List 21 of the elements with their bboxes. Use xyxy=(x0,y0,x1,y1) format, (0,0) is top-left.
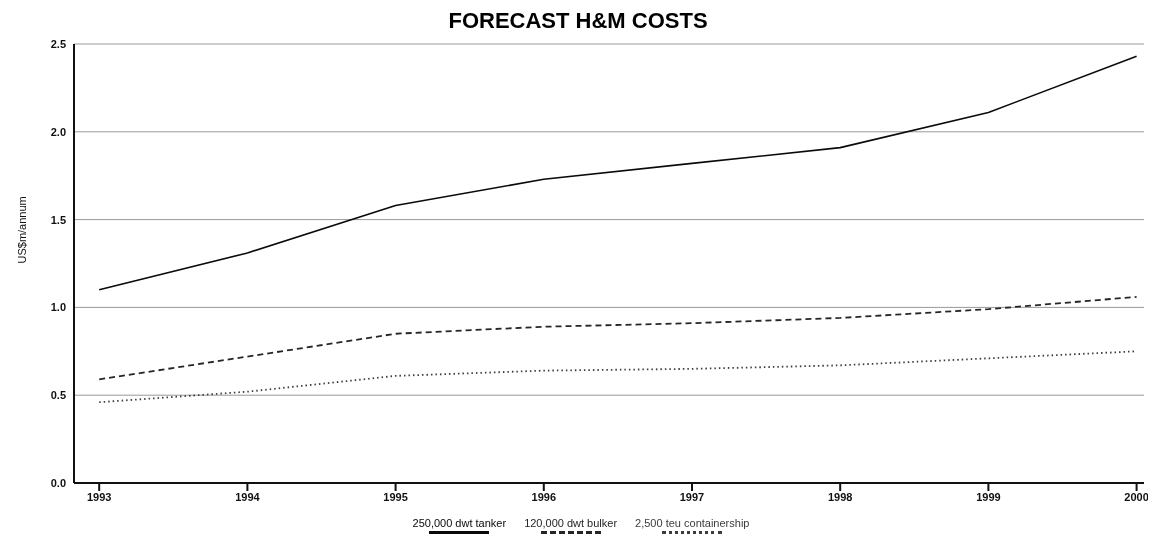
x-tick-label: 1999 xyxy=(976,490,1001,503)
text: 250,000 dwt tanker xyxy=(412,517,507,529)
x-tick-label: 1995 xyxy=(383,490,408,503)
chart-title: FORECAST H&M COSTS xyxy=(447,8,709,35)
x-tick-label: 1996 xyxy=(531,490,557,503)
line-series xyxy=(98,295,1138,381)
y-tick-label: 0.0 xyxy=(50,476,66,489)
text: 2,500 teu containership xyxy=(635,517,750,529)
x-tick-label: 1993 xyxy=(86,490,112,503)
y-axis-title: US$m/annum xyxy=(15,196,28,264)
line-series xyxy=(98,55,1138,291)
y-tick-label: 1.0 xyxy=(50,301,66,314)
text: 120,000 dwt bulker xyxy=(524,517,618,529)
x-tick-label: 1994 xyxy=(235,490,261,503)
x-tick-label: 1998 xyxy=(827,490,853,503)
y-tick-label: 1.5 xyxy=(50,213,66,226)
x-tick-label: 2000 xyxy=(1124,490,1149,503)
y-tick-label: 0.5 xyxy=(50,389,66,402)
y-tick-label: 2.0 xyxy=(50,125,66,138)
y-tick-label: 2.5 xyxy=(50,37,66,50)
x-tick-label: 1997 xyxy=(679,490,705,503)
